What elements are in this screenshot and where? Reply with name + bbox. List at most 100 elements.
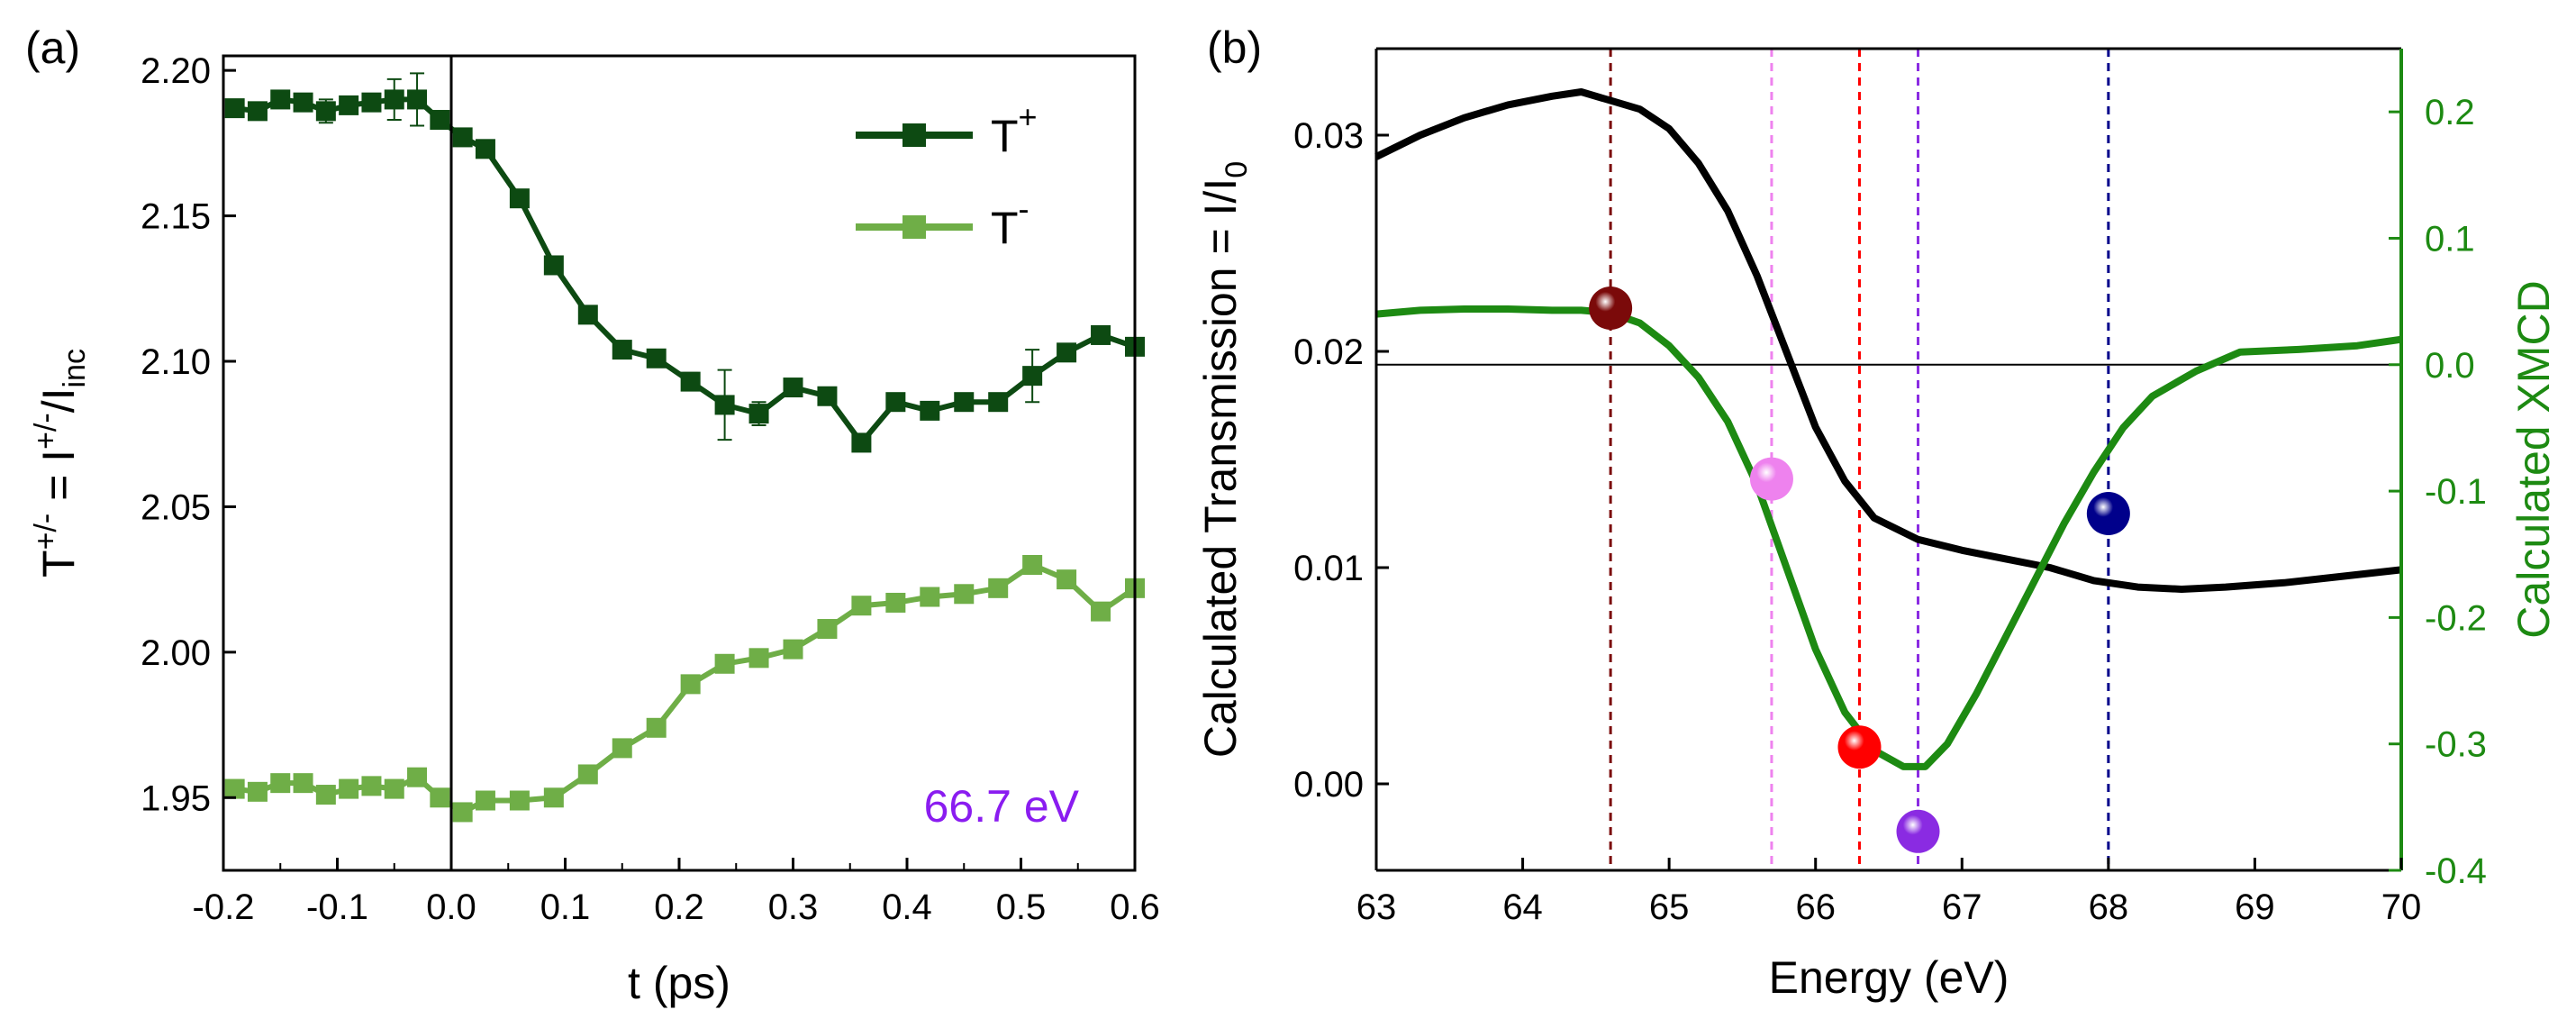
data-point	[361, 92, 382, 113]
series-t-plus	[224, 72, 1145, 453]
y-tick-label: 1.95	[141, 778, 211, 818]
data-point	[315, 785, 336, 805]
data-point	[315, 101, 336, 122]
panel-a: (a) -0.2 -0.1 0.0 0.1 0.2 0.3 0.4 0.5 0.6 1.95 2.…	[25, 23, 1160, 1008]
data-point	[339, 95, 359, 115]
x-tick-label: 65	[1649, 887, 1690, 927]
energy-sphere-marker	[1896, 809, 1940, 853]
panel-a-y-axis-label: T+/- = I+/-/Iinc	[29, 349, 92, 578]
data-point	[714, 395, 735, 415]
energy-sphere-marker	[1589, 287, 1633, 330]
panel-a-plot-frame	[222, 54, 1137, 872]
data-point	[293, 92, 313, 113]
data-point	[920, 400, 940, 421]
panel-a-label: (a)	[25, 23, 80, 73]
legend-marker-t-minus	[903, 215, 926, 239]
right-y-tick-label: -0.2	[2425, 598, 2487, 638]
data-point	[714, 653, 735, 674]
data-point	[1022, 555, 1043, 575]
panel-b: (b) 63 64 65 66 67 68 69 70 0.00 0.01 0.02 0.03 -0…	[1195, 23, 2559, 1003]
data-point	[543, 255, 564, 276]
data-point	[954, 584, 975, 605]
panel-a-series	[224, 72, 1145, 823]
y-tick-label: 2.15	[141, 197, 211, 237]
data-point	[452, 127, 473, 148]
data-point	[920, 587, 940, 607]
x-tick-label: 0.0	[426, 887, 476, 927]
data-point	[988, 578, 1009, 598]
data-point	[612, 340, 632, 360]
data-point	[748, 404, 769, 424]
right-y-tick-label: -0.3	[2425, 725, 2487, 765]
energy-sphere-marker	[1749, 457, 1793, 501]
data-point	[783, 639, 803, 660]
data-point	[407, 767, 428, 787]
panel-b-label: (b)	[1207, 23, 1262, 73]
data-point	[577, 305, 598, 325]
energy-sphere-marker	[2086, 492, 2130, 535]
data-point	[1057, 342, 1077, 363]
data-point	[475, 139, 495, 159]
data-point	[293, 773, 313, 794]
data-point	[680, 674, 701, 695]
y-label-mid: = I	[33, 450, 84, 514]
x-tick-label: 0.3	[768, 887, 819, 927]
right-y-tick-label: 0.2	[2425, 93, 2475, 132]
panel-b-energy-markers	[1609, 49, 2110, 870]
data-point	[452, 802, 473, 823]
data-point	[361, 776, 382, 796]
left-y-tick-label: 0.00	[1293, 765, 1364, 805]
data-point	[1057, 569, 1077, 590]
legend-marker-t-plus	[903, 123, 926, 147]
panel-b-left-y-axis-label: Calculated Transmission = I/I0	[1195, 161, 1254, 758]
left-y-tick-label: 0.03	[1293, 116, 1364, 156]
data-point	[543, 787, 564, 808]
data-point	[475, 790, 495, 811]
data-point	[646, 717, 667, 738]
data-point	[1091, 601, 1111, 622]
data-point	[270, 773, 291, 794]
y-tick-label: 2.10	[141, 342, 211, 382]
y-label-slash: /I	[33, 388, 84, 414]
series-t-minus	[224, 555, 1145, 823]
y-label-base: T	[33, 550, 84, 578]
right-y-tick-label: -0.1	[2425, 472, 2487, 512]
data-point	[577, 764, 598, 785]
x-tick-label: 63	[1356, 887, 1397, 927]
x-tick-label: 0.1	[540, 887, 591, 927]
panel-b-sphere-markers	[1589, 287, 2130, 853]
data-point	[509, 790, 530, 811]
x-tick-label: 68	[2089, 887, 2129, 927]
data-point	[224, 778, 245, 799]
data-point	[680, 371, 701, 392]
panel-b-left-y-ticks: 0.00 0.01 0.02 0.03	[1293, 116, 1389, 805]
data-point	[954, 392, 975, 413]
y-label-sub: inc	[58, 349, 92, 387]
data-point	[817, 386, 838, 406]
x-tick-label: -0.1	[306, 887, 368, 927]
data-point	[612, 738, 632, 759]
data-point	[247, 781, 268, 802]
panel-b-right-y-ticks: -0.4 -0.3 -0.2 -0.1 0.0 0.1 0.2	[2389, 93, 2487, 891]
transmission-curve	[1374, 88, 2402, 593]
x-tick-label: 64	[1502, 887, 1543, 927]
data-point	[270, 89, 291, 110]
data-point	[509, 188, 530, 209]
data-point	[384, 778, 404, 799]
x-tick-label: 0.2	[654, 887, 704, 927]
panel-b-x-axis-label: Energy (eV)	[1769, 952, 2009, 1003]
data-point	[339, 778, 359, 799]
data-point	[817, 619, 838, 640]
x-tick-label: 67	[1942, 887, 1982, 927]
right-y-tick-label: 0.0	[2425, 346, 2475, 386]
panel-a-x-axis-label: t (ps)	[628, 958, 730, 1008]
data-point	[430, 110, 450, 131]
x-tick-label: 0.4	[882, 887, 932, 927]
left-y-tick-label: 0.01	[1293, 549, 1364, 588]
panel-a-y-ticks: 1.95 2.00 2.05 2.10 2.15 2.20	[141, 51, 236, 818]
data-point	[384, 89, 404, 110]
legend-label-t-plus: T+	[991, 98, 1038, 161]
x-tick-label: 66	[1795, 887, 1836, 927]
xmcd-curve	[1375, 305, 2402, 770]
